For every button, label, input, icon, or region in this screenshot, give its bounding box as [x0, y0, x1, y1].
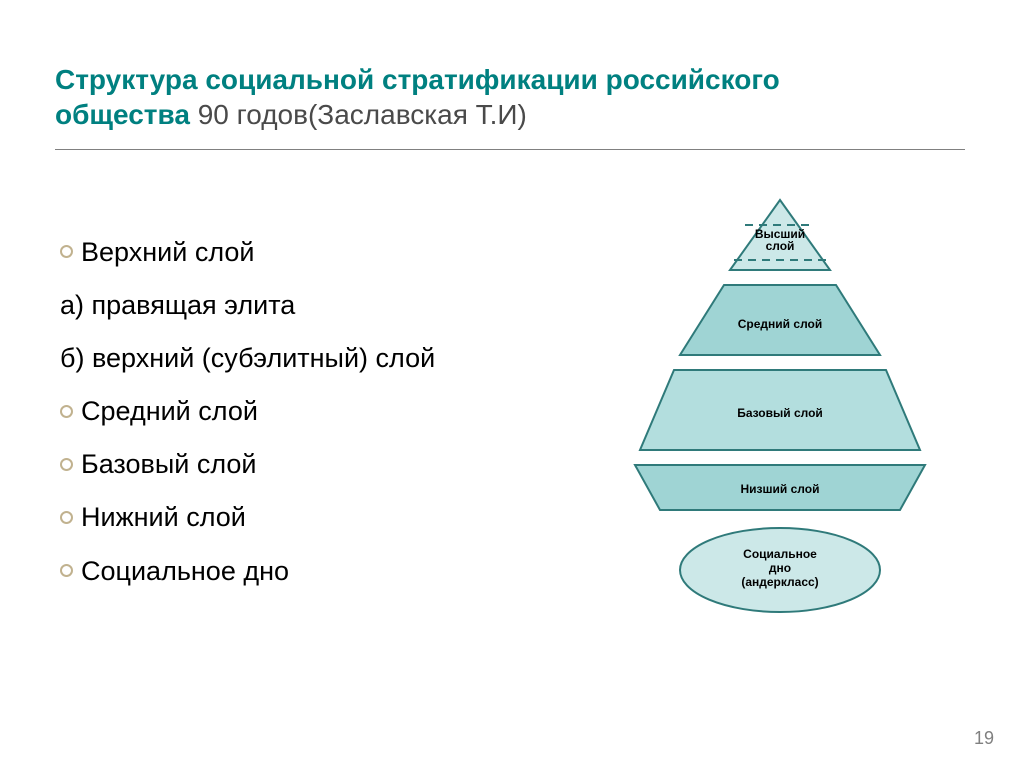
bullet-item: а) правящая элита: [60, 288, 520, 323]
bullet-text: Базовый слой: [81, 449, 257, 479]
pyramid-label-top: слой: [766, 239, 795, 253]
bullet-marker-icon: [60, 458, 73, 471]
bullet-marker-icon: [60, 564, 73, 577]
pyramid-label-low: Низший слой: [741, 482, 820, 496]
title-block: Структура социальной стратификации росси…: [55, 62, 935, 132]
bullet-item: Верхний слой: [60, 235, 520, 270]
bullet-text: Социальное дно: [81, 556, 289, 586]
slide: Структура социальной стратификации росси…: [0, 0, 1024, 767]
slide-title: Структура социальной стратификации росси…: [55, 62, 935, 132]
pyramid-diagram: ВысшийслойСредний слойБазовый слойНизший…: [600, 190, 960, 630]
pyramid-label-bottom: дно: [769, 561, 791, 575]
bullet-marker-icon: [60, 405, 73, 418]
bullet-item: Нижний слой: [60, 500, 520, 535]
bullet-text: Верхний слой: [81, 237, 254, 267]
title-bold-1: Структура социальной стратификации росси…: [55, 64, 780, 95]
bullet-text: б) верхний (субэлитный) слой: [60, 343, 435, 373]
divider: [55, 148, 965, 150]
bullet-text: а) правящая элита: [60, 290, 295, 320]
bullet-list: Верхний слой а) правящая элита б) верхний …: [60, 235, 520, 607]
title-bold-2: общества: [55, 99, 190, 130]
bullet-marker-icon: [60, 511, 73, 524]
bullet-text: Нижний слой: [81, 502, 246, 532]
pyramid-svg: ВысшийслойСредний слойБазовый слойНизший…: [600, 190, 960, 630]
bullet-item: Социальное дно: [60, 554, 520, 589]
pyramid-label-bottom: (андеркласс): [741, 575, 818, 589]
title-plain: 90 годов(Заславская Т.И): [190, 99, 527, 130]
pyramid-label-bottom: Социальное: [743, 547, 817, 561]
pyramid-label-base: Базовый слой: [737, 406, 823, 420]
page-number: 19: [974, 728, 994, 749]
bullet-item: Базовый слой: [60, 447, 520, 482]
bullet-item: б) верхний (субэлитный) слой: [60, 341, 520, 376]
bullet-item: Средний слой: [60, 394, 520, 429]
pyramid-label-middle: Средний слой: [738, 317, 822, 331]
bullet-text: Средний слой: [81, 396, 258, 426]
bullet-marker-icon: [60, 245, 73, 258]
